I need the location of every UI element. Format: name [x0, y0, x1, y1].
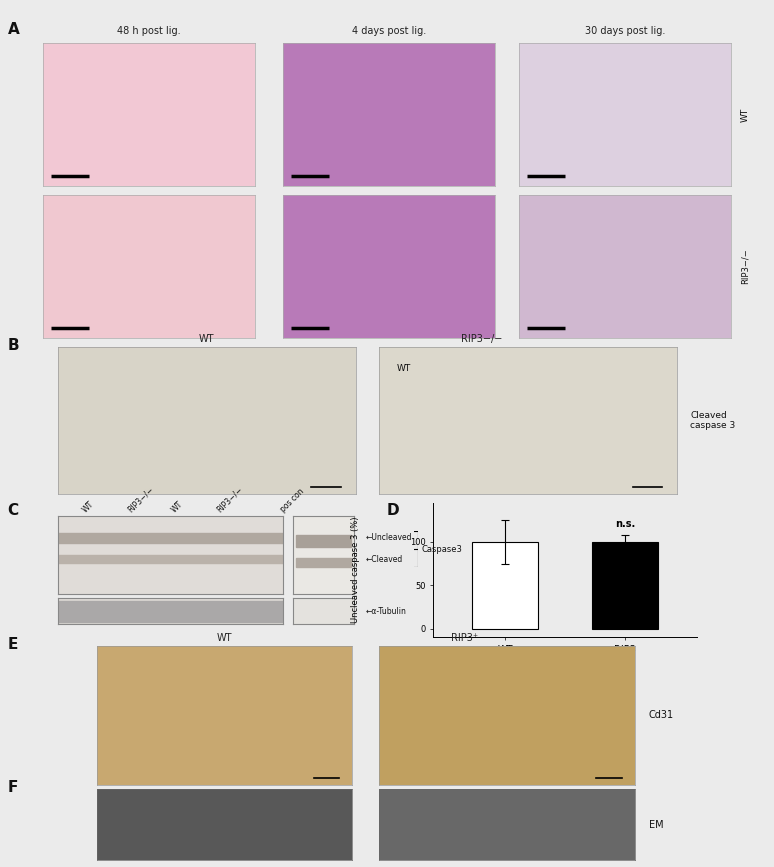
Text: 4 days post lig.: 4 days post lig.: [352, 26, 426, 36]
Text: E: E: [8, 637, 18, 652]
Text: ←Cleaved: ←Cleaved: [365, 555, 402, 564]
Bar: [58, 555, 283, 563]
Text: ←α-Tubulin: ←α-Tubulin: [365, 607, 406, 616]
Text: RIP3⁺: RIP3⁺: [450, 633, 478, 643]
Bar: [296, 558, 351, 567]
Text: WT: WT: [81, 499, 96, 514]
Bar: [296, 535, 351, 547]
Text: WT: WT: [217, 633, 232, 643]
Bar: [592, 542, 658, 629]
Y-axis label: Uncleaved caspase 3 (%): Uncleaved caspase 3 (%): [351, 517, 360, 623]
Bar: [58, 601, 283, 622]
Text: RIP3−/−: RIP3−/−: [215, 485, 245, 514]
Text: WT: WT: [170, 499, 185, 514]
Bar: [472, 542, 538, 629]
Text: n.s.: n.s.: [615, 518, 635, 529]
Text: D: D: [387, 503, 399, 518]
Text: RIP3−/−: RIP3−/−: [461, 334, 502, 344]
Bar: [58, 532, 283, 543]
Text: A: A: [8, 22, 19, 36]
Text: ←Uncleaved: ←Uncleaved: [365, 533, 412, 542]
Text: pos con: pos con: [279, 487, 306, 514]
Text: Cleaved
caspase 3: Cleaved caspase 3: [690, 411, 735, 430]
Text: RIP3−/−: RIP3−/−: [126, 485, 156, 514]
Text: 48 h post lig.: 48 h post lig.: [117, 26, 181, 36]
Text: 30 days post lig.: 30 days post lig.: [585, 26, 665, 36]
Text: WT: WT: [199, 334, 214, 344]
Text: B: B: [8, 338, 19, 353]
Text: EM: EM: [649, 819, 663, 830]
Text: RIP3−/−: RIP3−/−: [741, 249, 750, 284]
Text: F: F: [8, 780, 18, 795]
Text: WT: WT: [741, 108, 750, 122]
Text: WT: WT: [397, 364, 412, 374]
Text: C: C: [8, 503, 19, 518]
Text: Caspase3: Caspase3: [422, 544, 463, 553]
Text: Cd31: Cd31: [649, 710, 673, 720]
